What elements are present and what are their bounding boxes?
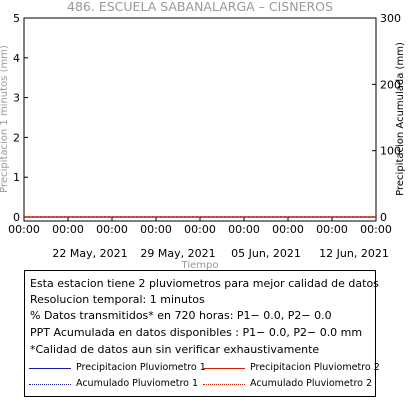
y-axis-right-label: Precipitacion Acumulada (mm) bbox=[395, 42, 406, 196]
x-tick-date-label: 22 May, 2021 bbox=[52, 247, 127, 260]
x-axis-label: Tiempo bbox=[181, 260, 219, 270]
legend-label-acum-2: Acumulado Pluviometro 2 bbox=[250, 378, 373, 389]
x-tick-time-label: 00:00 bbox=[52, 223, 84, 236]
x-tick-time-label: 00:00 bbox=[360, 223, 392, 236]
info-legend-box: Esta estacion tiene 2 pluviometros para … bbox=[24, 270, 380, 397]
y-left-tick-label: 4 bbox=[13, 52, 20, 65]
legend-swatch-precip-1 bbox=[29, 368, 71, 369]
legend-label-acum-1: Acumulado Pluviometro 1 bbox=[76, 378, 199, 389]
info-line-quality: *Calidad de datos aun sin verificar exha… bbox=[30, 343, 320, 356]
x-tick-date-label: 12 Jun, 2021 bbox=[319, 247, 389, 260]
left-axis: 0 1 2 3 4 5 bbox=[13, 12, 28, 224]
info-line-transmitted: % Datos transmitidos* en 720 horas: P1− … bbox=[30, 309, 332, 322]
x-tick-date-label: 29 May, 2021 bbox=[140, 247, 215, 260]
x-tick-time-label: 00:00 bbox=[184, 223, 216, 236]
y-left-tick-label: 5 bbox=[13, 12, 20, 25]
legend-swatch-acum-2 bbox=[203, 384, 245, 385]
x-axis: 00:00 00:00 00:00 00:00 00:00 00:00 00:00 00:00… bbox=[8, 217, 392, 260]
x-tick-time-label: 00:00 bbox=[140, 223, 172, 236]
legend-swatch-acum-1 bbox=[29, 384, 71, 385]
x-tick-time-label: 00:00 bbox=[228, 223, 260, 236]
legend-label-precip-1: Precipitacion Pluviometro 1 bbox=[76, 362, 206, 373]
chart-title: 486. ESCUELA SABANALARGA – CISNEROS bbox=[67, 0, 333, 14]
y-axis-left-label: Precipitacion 1 minutos (mm) bbox=[0, 45, 10, 193]
info-line-accumulated: PPT Acumulada en datos disponibles : P1−… bbox=[30, 326, 363, 339]
x-tick-time-label: 00:00 bbox=[96, 223, 128, 236]
y-right-tick-label: 200 bbox=[380, 78, 401, 91]
info-line-resolution: Resolucion temporal: 1 minutos bbox=[30, 293, 205, 306]
legend-label-precip-2: Precipitacion Pluviometro 2 bbox=[250, 362, 380, 373]
y-left-tick-label: 1 bbox=[13, 171, 20, 184]
x-tick-time-label: 00:00 bbox=[316, 223, 348, 236]
x-tick-time-label: 00:00 bbox=[8, 223, 40, 236]
y-left-tick-label: 3 bbox=[13, 92, 20, 105]
plot-area bbox=[23, 17, 377, 222]
y-left-tick-label: 0 bbox=[13, 211, 20, 224]
y-right-tick-label: 0 bbox=[380, 211, 387, 224]
y-right-tick-label: 300 bbox=[380, 12, 401, 25]
x-tick-time-label: 00:00 bbox=[272, 223, 304, 236]
legend-swatch-precip-2 bbox=[203, 368, 245, 369]
y-right-tick-label: 100 bbox=[380, 145, 401, 158]
chart: 486. ESCUELA SABANALARGA – CISNEROS 0 1 2 3… bbox=[0, 0, 406, 270]
info-line-pluviometers: Esta estacion tiene 2 pluviometros para … bbox=[30, 277, 379, 290]
y-left-tick-label: 2 bbox=[13, 131, 20, 144]
x-tick-date-label: 05 Jun, 2021 bbox=[231, 247, 301, 260]
right-axis: 0 100 200 300 bbox=[372, 12, 401, 224]
